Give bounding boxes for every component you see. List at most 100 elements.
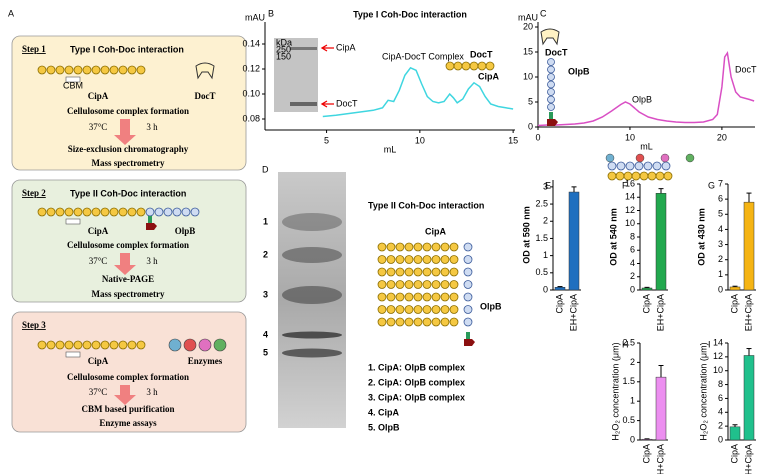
cohesin — [547, 73, 555, 81]
gel-band-label: CipA — [336, 42, 356, 52]
cohesin — [469, 61, 479, 71]
cohesin — [413, 305, 423, 314]
cohesin — [404, 292, 414, 302]
y-tick-label: 0 — [630, 434, 635, 444]
gel-marker: 150 — [276, 51, 291, 61]
y-tick-label: 20 — [523, 21, 533, 31]
anchor-head — [146, 223, 157, 230]
cohesin — [109, 207, 119, 217]
y-tick-label: 1.5 — [535, 233, 548, 243]
cohesin — [463, 255, 473, 264]
cohesin — [615, 171, 625, 181]
cohesin — [431, 305, 441, 314]
panel-letter: I — [708, 339, 711, 349]
cbm-label: CBM — [63, 80, 83, 90]
y-axis-label: mAU — [518, 12, 538, 22]
x-tick-label: EH+CipA — [743, 294, 753, 331]
y-tick-label: 0 — [718, 434, 723, 444]
y-tick-label: 7 — [718, 178, 723, 188]
gel-band — [282, 348, 342, 358]
cohesin — [422, 280, 432, 289]
bar — [641, 287, 653, 291]
lane-number: 1 — [263, 216, 268, 226]
x-tick-label: EH+CipA — [655, 294, 665, 331]
y-tick-label: 2.5 — [622, 337, 635, 347]
cohesin — [100, 340, 110, 350]
cohesin — [547, 88, 555, 96]
y-tick-label: 2 — [630, 271, 635, 281]
anchor-stem — [549, 112, 553, 119]
y-axis-label: OD at 540 nm — [608, 208, 618, 266]
panel-title: Type II Coh-Doc interaction — [368, 200, 484, 210]
lane-number: 4 — [263, 329, 268, 339]
formation-label: Cellulosome complex formation — [67, 106, 189, 116]
method: Size-exclusion chromatography — [68, 144, 189, 154]
cohesin — [386, 305, 396, 314]
cohesin — [163, 207, 173, 217]
y-tick-label: 3 — [543, 181, 548, 191]
cohesin — [154, 207, 164, 217]
formation-label: Cellulosome complex formation — [67, 240, 189, 250]
panel-letter: A — [8, 8, 14, 18]
anchor-stem — [148, 216, 152, 223]
cohesin — [431, 267, 441, 277]
y-tick-label: 12 — [625, 205, 635, 215]
cohesin — [377, 242, 387, 252]
cohesin — [377, 305, 387, 314]
method: Native-PAGE — [102, 274, 154, 284]
x-tick-label: EH+CipA — [743, 444, 753, 474]
cohesin — [440, 267, 450, 277]
formation-label: Cellulosome complex formation — [67, 372, 189, 382]
cohesin — [404, 280, 414, 289]
gel-band — [282, 331, 342, 339]
cohesin — [422, 267, 432, 277]
cohesin — [73, 65, 83, 75]
y-tick-label: 2 — [630, 357, 635, 367]
panel-letter: H — [622, 339, 629, 349]
x-tick-label: CipA — [641, 294, 651, 314]
y-axis-label: OD at 430 nm — [696, 208, 706, 266]
cohesin — [413, 280, 423, 289]
complex-label: CipA-DocT Complex — [382, 51, 464, 61]
legend-item: 3. CipA: OlpB complex — [368, 392, 465, 402]
enzyme-icon — [685, 153, 695, 163]
y-tick-label: 6 — [718, 393, 723, 403]
cohesin — [386, 267, 396, 277]
enzyme-icon — [213, 338, 227, 352]
cohesin — [73, 340, 83, 350]
chromatogram-line — [537, 50, 755, 127]
y-tick-label: 10 — [523, 71, 533, 81]
cohesin — [449, 317, 459, 327]
cohesin — [91, 207, 101, 217]
gel-band — [290, 102, 317, 106]
cohesin — [55, 340, 65, 350]
cohesin — [463, 267, 473, 277]
y-tick-label: 1 — [543, 250, 548, 260]
panel-letter: G — [708, 180, 715, 190]
time: 3 h — [146, 387, 158, 397]
cohesin — [440, 305, 450, 314]
step-label: Step 2 — [22, 188, 46, 198]
cohesin — [449, 242, 459, 252]
y-tick-label: 8 — [718, 379, 723, 389]
cohesin — [404, 242, 414, 252]
x-tick-label: EH+CipA — [568, 294, 578, 331]
cohesin — [547, 58, 555, 66]
cohesin — [395, 317, 405, 327]
cohesin — [547, 95, 555, 104]
method: CBM based purification — [81, 404, 174, 414]
y-tick-label: 1.5 — [622, 376, 635, 386]
cohesin — [100, 65, 110, 75]
cohesin — [395, 305, 405, 314]
cohesin — [440, 242, 450, 252]
y-tick-label: 10 — [625, 218, 635, 228]
y-tick-label: 1 — [630, 396, 635, 406]
cohesin — [625, 161, 635, 171]
temperature: 37°C — [89, 122, 108, 132]
scaffold-label: CipA — [478, 71, 499, 81]
y-tick-label: 0 — [630, 284, 635, 294]
cohesin — [431, 317, 441, 327]
y-tick-label: 0.08 — [242, 113, 260, 123]
panel-letter: E — [545, 180, 551, 190]
cohesin — [64, 65, 74, 75]
